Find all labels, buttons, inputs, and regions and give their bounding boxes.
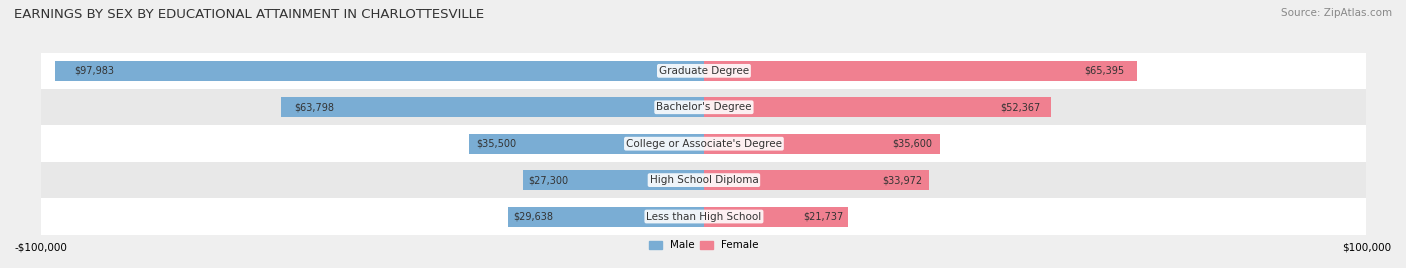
Text: $97,983: $97,983: [75, 66, 114, 76]
Text: $65,395: $65,395: [1084, 66, 1125, 76]
Bar: [523, 170, 704, 190]
Bar: [41, 198, 1367, 235]
Bar: [704, 170, 929, 190]
Bar: [704, 97, 1050, 117]
Text: Graduate Degree: Graduate Degree: [659, 66, 749, 76]
Bar: [41, 162, 1367, 198]
Bar: [704, 61, 1137, 81]
Text: $33,972: $33,972: [882, 175, 922, 185]
Bar: [468, 134, 704, 154]
Bar: [281, 97, 704, 117]
Bar: [41, 53, 1367, 89]
Text: College or Associate's Degree: College or Associate's Degree: [626, 139, 782, 149]
Bar: [704, 207, 848, 226]
Text: $63,798: $63,798: [294, 102, 335, 112]
Text: $52,367: $52,367: [1000, 102, 1040, 112]
Bar: [55, 61, 704, 81]
Text: Less than High School: Less than High School: [647, 211, 762, 222]
Bar: [704, 134, 939, 154]
Bar: [508, 207, 704, 226]
Text: High School Diploma: High School Diploma: [650, 175, 758, 185]
Text: EARNINGS BY SEX BY EDUCATIONAL ATTAINMENT IN CHARLOTTESVILLE: EARNINGS BY SEX BY EDUCATIONAL ATTAINMEN…: [14, 8, 484, 21]
Text: Source: ZipAtlas.com: Source: ZipAtlas.com: [1281, 8, 1392, 18]
Text: $29,638: $29,638: [513, 211, 554, 222]
Text: $35,600: $35,600: [893, 139, 932, 149]
Text: $21,737: $21,737: [803, 211, 844, 222]
Text: Bachelor's Degree: Bachelor's Degree: [657, 102, 752, 112]
Legend: Male, Female: Male, Female: [650, 240, 758, 251]
Bar: [41, 89, 1367, 125]
Text: $27,300: $27,300: [529, 175, 568, 185]
Bar: [41, 125, 1367, 162]
Text: $35,500: $35,500: [475, 139, 516, 149]
